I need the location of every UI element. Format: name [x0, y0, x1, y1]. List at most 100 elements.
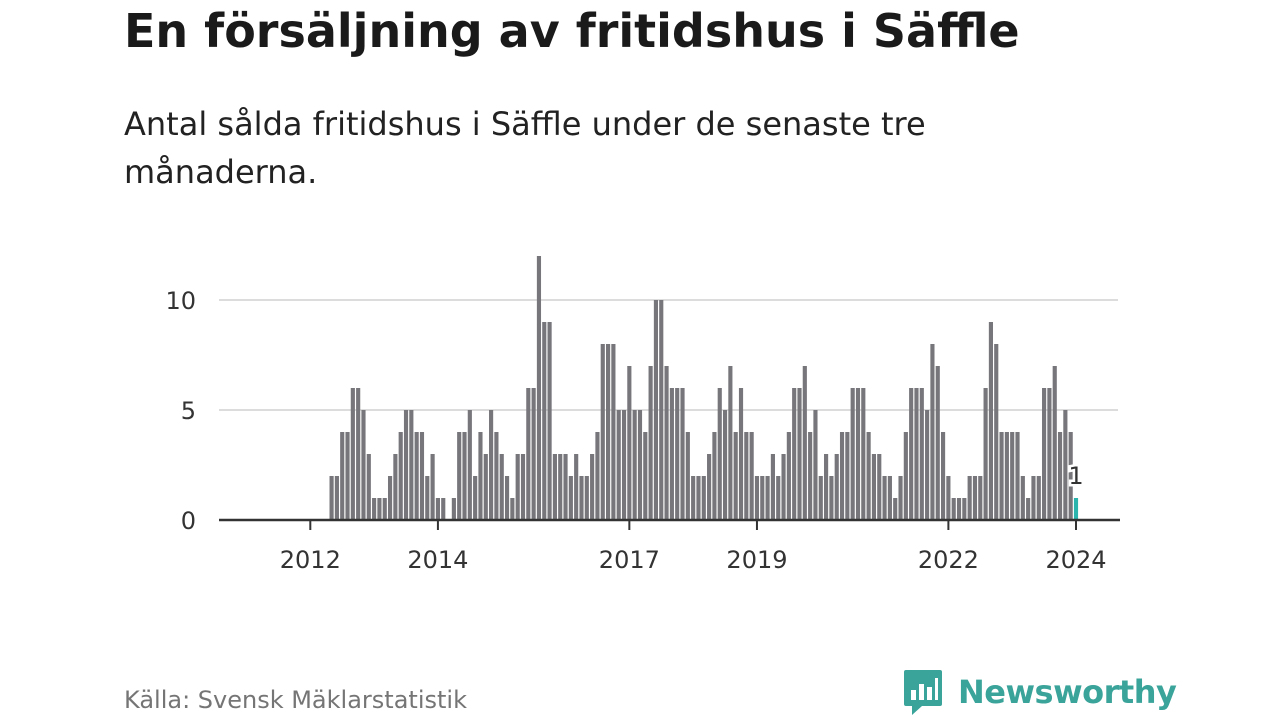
- bar: [962, 498, 967, 520]
- x-tick-label: 2014: [407, 546, 468, 574]
- bar: [531, 388, 536, 520]
- bar: [1031, 476, 1036, 520]
- y-tick-label: 5: [181, 397, 196, 425]
- bar: [414, 432, 419, 520]
- bar: [606, 344, 611, 520]
- bar: [802, 366, 807, 520]
- bar: [935, 366, 940, 520]
- bar: [882, 476, 887, 520]
- bar: [1015, 432, 1020, 520]
- bar: [781, 454, 786, 520]
- bar: [473, 476, 478, 520]
- y-tick-label: 10: [165, 287, 196, 315]
- bar: [403, 410, 409, 520]
- bar: [552, 454, 557, 520]
- bar: [696, 476, 701, 520]
- bar: [871, 454, 877, 520]
- bar: [951, 498, 956, 520]
- bar: [542, 322, 547, 520]
- x-tick-label: 2017: [599, 546, 660, 574]
- bar: [701, 476, 706, 520]
- bar: [637, 410, 643, 520]
- bar: [627, 366, 632, 520]
- bar: [568, 476, 573, 520]
- bar: [1026, 498, 1031, 520]
- bar: [377, 498, 382, 520]
- brand-name: Newsworthy: [958, 673, 1177, 711]
- bar: [903, 432, 908, 520]
- bar: [387, 476, 393, 520]
- bar: [467, 410, 472, 520]
- bar: [691, 476, 696, 520]
- bar: [765, 476, 770, 520]
- bar: [824, 454, 829, 520]
- bar: [462, 432, 467, 520]
- bar: [946, 476, 951, 520]
- bar: [818, 476, 823, 520]
- bar: [707, 454, 712, 520]
- chart-title: En försäljning av fritidshus i Säffle: [124, 4, 1020, 58]
- bar: [770, 454, 775, 520]
- bar: [329, 476, 334, 520]
- chart-subtitle: Antal sålda fritidshus i Säffle under de…: [124, 105, 926, 191]
- bar: [845, 432, 850, 520]
- bar: [792, 388, 797, 520]
- bar: [680, 388, 685, 520]
- bar: [489, 410, 494, 520]
- axes: 0 5 10 2012 2014 2017 2019 2022 2024 1: [165, 287, 1120, 574]
- bar: [839, 432, 845, 520]
- bar: [1047, 388, 1052, 520]
- bar: [887, 476, 892, 520]
- bar: [499, 454, 504, 520]
- bar: [925, 410, 930, 520]
- bar: [1036, 476, 1041, 520]
- x-tick-label: 2022: [918, 546, 979, 574]
- bar: [430, 454, 435, 520]
- bar: [877, 454, 882, 520]
- bar: [829, 476, 834, 520]
- bar: [361, 410, 366, 520]
- bar: [797, 388, 802, 520]
- bar: [850, 388, 855, 520]
- bar: [685, 432, 690, 520]
- bar: [441, 498, 446, 520]
- x-tick-label: 2024: [1045, 546, 1106, 574]
- bar: [988, 322, 993, 520]
- bar: [382, 498, 387, 520]
- bar: [956, 498, 962, 520]
- bar: [893, 498, 898, 520]
- bar: [1057, 432, 1063, 520]
- bar: [1042, 388, 1047, 520]
- bar: [1068, 432, 1073, 520]
- bar: [574, 454, 579, 520]
- bar: [738, 388, 744, 520]
- bar: [590, 454, 595, 520]
- bar: [366, 454, 371, 520]
- bar: [808, 432, 813, 520]
- x-tick-label: 2019: [726, 546, 787, 574]
- bar: [457, 432, 462, 520]
- bar: [483, 454, 488, 520]
- bar: [621, 410, 627, 520]
- bar: [611, 344, 616, 520]
- bar: [643, 432, 648, 520]
- bar: [334, 476, 339, 520]
- bar: [356, 388, 361, 520]
- bar: [653, 300, 659, 520]
- bar: [372, 498, 377, 520]
- bar: [478, 432, 483, 520]
- bar: [786, 432, 791, 520]
- brand: Newsworthy: [902, 668, 1177, 716]
- bar: [595, 432, 600, 520]
- bar: [1020, 476, 1025, 520]
- newsworthy-logo-icon: [904, 670, 942, 715]
- bar: [760, 476, 765, 520]
- bar: [983, 388, 988, 520]
- bars: [329, 256, 1079, 520]
- bar: [972, 476, 978, 520]
- bar-highlight: [1073, 498, 1079, 520]
- bar: [547, 322, 552, 520]
- bar: [722, 410, 728, 520]
- bar: [1004, 432, 1009, 520]
- bar: [855, 388, 861, 520]
